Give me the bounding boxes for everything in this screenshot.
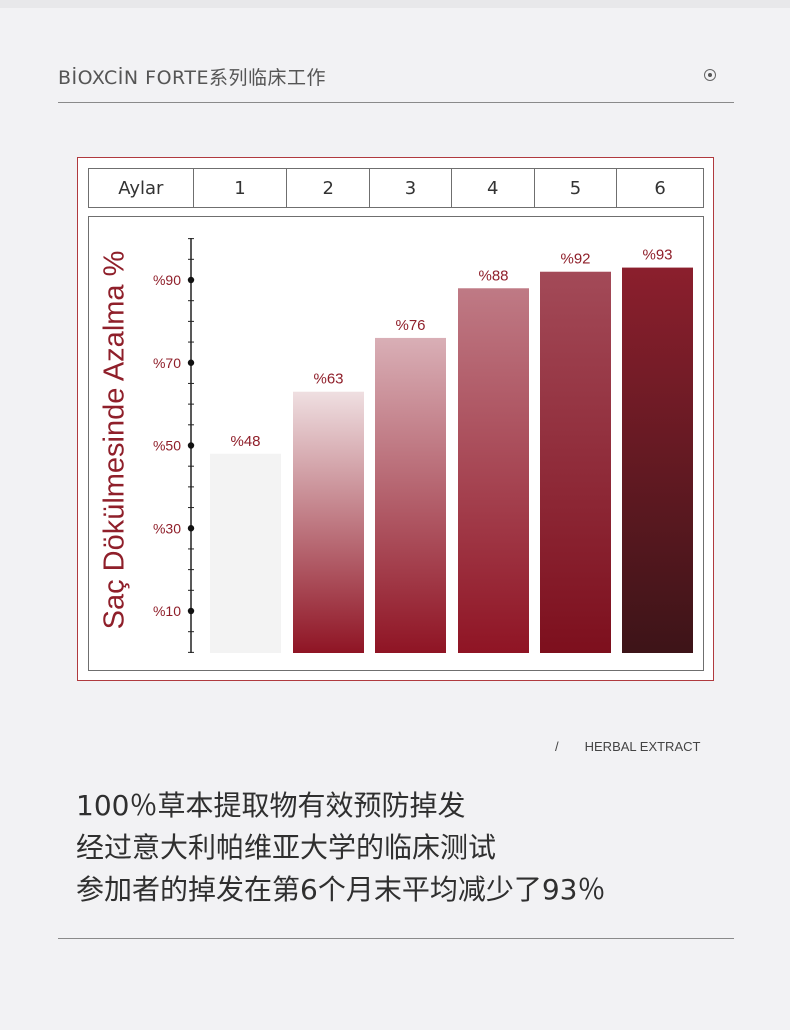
claim-line-3: 参加者的掉发在第6个月末平均减少了93％ bbox=[76, 873, 606, 906]
data-label-month-2: %63 bbox=[313, 371, 343, 388]
data-label-month-6: %93 bbox=[642, 247, 672, 264]
claim-line-1: 100％草本提取物有效预防掉发 bbox=[76, 789, 466, 822]
month-cell-4: 4 bbox=[452, 169, 535, 207]
y-tick-label: %50 bbox=[153, 438, 181, 454]
y-major-tick bbox=[187, 276, 195, 284]
data-label-month-5: %92 bbox=[560, 251, 590, 268]
month-cell-6: 6 bbox=[654, 177, 666, 199]
bar-month-5 bbox=[540, 271, 611, 653]
y-tick-label: %10 bbox=[153, 603, 181, 619]
bar-month-6 bbox=[622, 267, 693, 653]
y-major-tick bbox=[187, 525, 195, 532]
y-major-tick bbox=[187, 442, 195, 449]
month-cell-2: 2 bbox=[287, 169, 371, 207]
page-title: BİOXCİN FORTE系列临床工作 bbox=[58, 67, 326, 89]
footer-divider bbox=[58, 938, 734, 939]
y-tick-label: %30 bbox=[153, 520, 181, 536]
month-header-cell: Aylar bbox=[89, 169, 194, 207]
y-tick-label: %90 bbox=[153, 272, 181, 288]
claim-line-2: 经过意大利帕维亚大学的临床测试 bbox=[76, 831, 497, 864]
herbal-extract-tag: HERBAL EXTRACT bbox=[584, 739, 701, 754]
month-table: Aylar 1 2 3 4 5 6 bbox=[88, 168, 704, 208]
header-divider bbox=[58, 102, 734, 103]
month-cell-1: 1 bbox=[194, 169, 288, 207]
bar-month-2 bbox=[293, 391, 364, 653]
y-tick-label: %70 bbox=[153, 355, 181, 371]
top-strip bbox=[0, 0, 790, 8]
data-label-month-1: %48 bbox=[230, 433, 260, 450]
claims-text: 100％草本提取物有效预防掉发 经过意大利帕维亚大学的临床测试 参加者的掉发在第… bbox=[76, 785, 736, 911]
bar-month-1 bbox=[210, 453, 281, 653]
month-cell-5: 5 bbox=[535, 169, 618, 207]
y-major-tick bbox=[187, 359, 195, 366]
footer-slash: / bbox=[555, 739, 559, 754]
radio-target-icon[interactable] bbox=[704, 69, 716, 81]
data-label-month-4: %88 bbox=[478, 267, 508, 284]
y-major-tick bbox=[187, 607, 195, 615]
data-label-month-3: %76 bbox=[395, 317, 425, 334]
footer-tag: / HERBAL EXTRACT bbox=[555, 739, 700, 754]
bar-month-3 bbox=[375, 337, 446, 653]
month-cell-3: 3 bbox=[370, 169, 452, 207]
bar-month-4 bbox=[458, 288, 529, 653]
